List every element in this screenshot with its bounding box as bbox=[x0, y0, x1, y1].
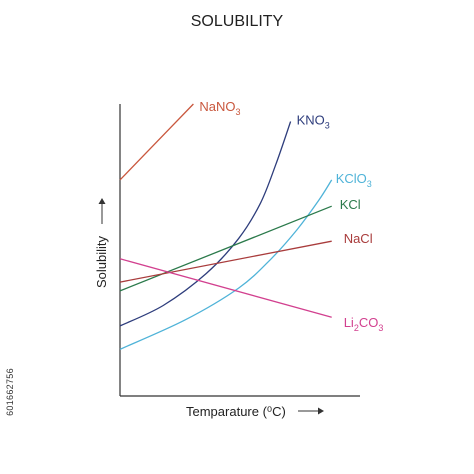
series-labels: NaNO3 KNO3 KClO3 KCl NaCl Li2CO3 bbox=[199, 99, 383, 333]
series-layer bbox=[119, 103, 333, 350]
series-line-kclo3 bbox=[119, 179, 333, 350]
series-label-nacl: NaCl bbox=[344, 231, 373, 246]
chart-title: SOLUBILITY bbox=[191, 13, 284, 30]
series-line-li2co3 bbox=[119, 258, 332, 318]
x-axis-title-group: Temparature (⁰C) bbox=[186, 404, 324, 419]
series-line-nacl bbox=[119, 240, 332, 283]
y-axis-title-group: Solubility bbox=[94, 198, 109, 288]
series-label-kclo3: KClO3 bbox=[336, 171, 372, 189]
series-label-li2co3: Li2CO3 bbox=[344, 315, 384, 333]
y-axis-arrowhead bbox=[98, 198, 106, 204]
axes bbox=[119, 104, 360, 397]
series-label-kno3: KNO3 bbox=[297, 113, 330, 131]
y-axis-title: Solubility bbox=[94, 235, 109, 288]
series-label-kcl: KCl bbox=[340, 197, 361, 212]
series-line-kcl bbox=[119, 205, 332, 292]
series-line-kno3 bbox=[119, 121, 292, 327]
side-image-id-text: 601662756 bbox=[5, 368, 15, 416]
x-axis-title: Temparature (⁰C) bbox=[186, 404, 286, 419]
series-label-nano3: NaNO3 bbox=[199, 99, 240, 117]
series-line-nano3 bbox=[119, 103, 194, 181]
side-image-id: 601662756 bbox=[0, 332, 20, 452]
x-axis-arrowhead bbox=[318, 407, 324, 415]
